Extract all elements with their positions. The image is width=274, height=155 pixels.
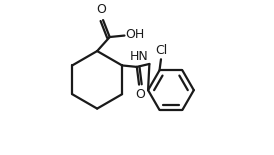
Text: Cl: Cl xyxy=(156,44,168,57)
Text: HN: HN xyxy=(130,50,149,63)
Text: O: O xyxy=(96,3,106,16)
Text: O: O xyxy=(135,88,145,101)
Text: OH: OH xyxy=(125,28,144,41)
